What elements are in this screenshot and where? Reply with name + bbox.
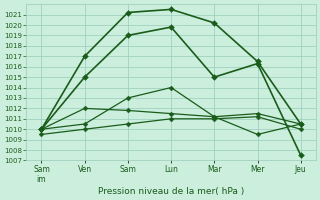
X-axis label: Pression niveau de la mer( hPa ): Pression niveau de la mer( hPa ) [98,187,244,196]
